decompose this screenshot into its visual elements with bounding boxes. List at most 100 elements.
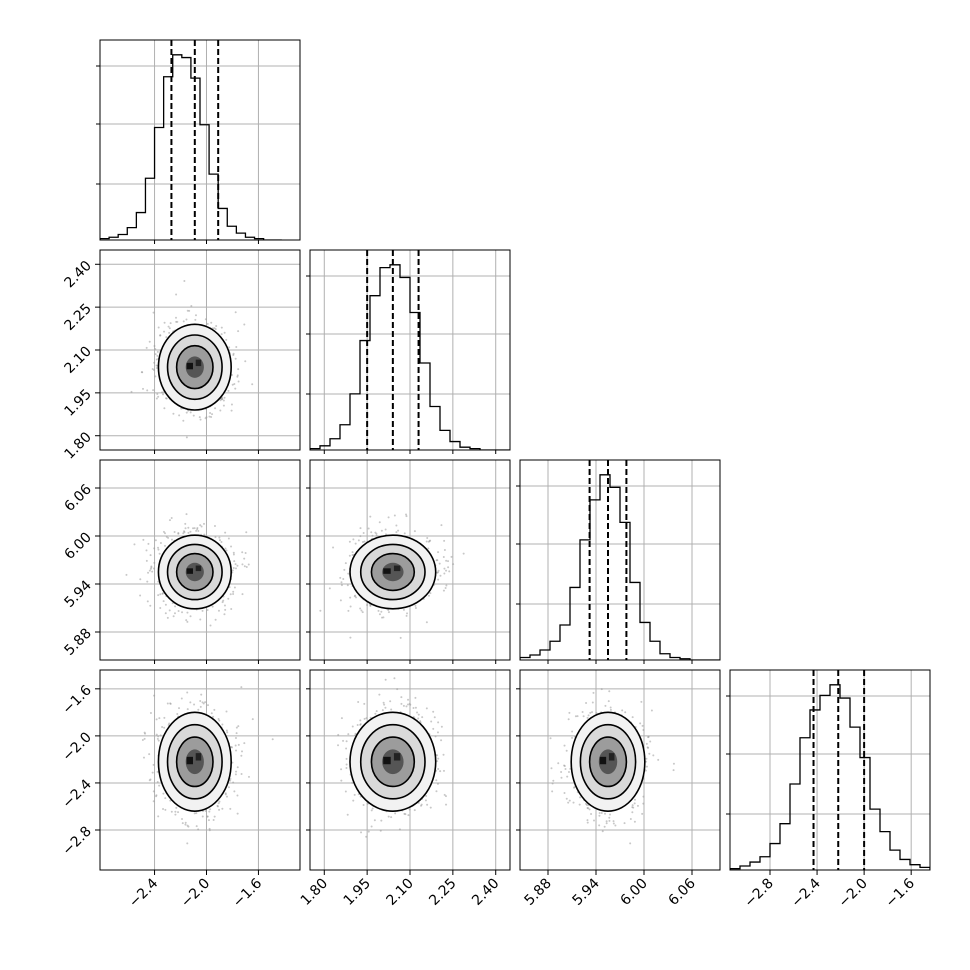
sample-point bbox=[439, 574, 442, 577]
sample-point bbox=[220, 333, 223, 336]
x-tick-label: 2.40 bbox=[469, 876, 502, 909]
sample-point bbox=[377, 609, 380, 612]
sample-point bbox=[604, 812, 607, 815]
sample-point bbox=[229, 807, 232, 810]
x-tick-label: −1.6 bbox=[230, 875, 265, 910]
sample-point bbox=[225, 549, 228, 552]
sample-point bbox=[214, 618, 217, 621]
sample-point bbox=[450, 555, 453, 558]
sample-point bbox=[344, 790, 347, 793]
sample-point bbox=[198, 416, 201, 419]
sample-point bbox=[207, 819, 210, 822]
sample-point bbox=[181, 611, 184, 614]
sample-point bbox=[425, 540, 428, 543]
sample-point bbox=[194, 318, 197, 321]
sample-point bbox=[156, 737, 159, 740]
sample-point bbox=[566, 775, 569, 778]
sample-point bbox=[439, 770, 442, 773]
sample-point bbox=[605, 822, 608, 825]
sample-point bbox=[187, 526, 190, 529]
contour-line bbox=[157, 323, 232, 411]
sample-point bbox=[197, 708, 200, 711]
density-peak bbox=[195, 565, 202, 572]
contour-line bbox=[157, 534, 232, 610]
sample-point bbox=[186, 824, 189, 827]
sample-point bbox=[240, 754, 243, 757]
contour-line bbox=[359, 723, 426, 800]
sample-point bbox=[462, 552, 465, 555]
sample-point bbox=[157, 815, 160, 818]
sample-point bbox=[170, 538, 173, 541]
x-tick-label: 2.25 bbox=[426, 876, 459, 909]
sample-point bbox=[204, 318, 207, 321]
sample-point bbox=[425, 621, 428, 624]
sample-point bbox=[351, 781, 354, 784]
sample-point bbox=[442, 589, 445, 592]
sample-point bbox=[271, 738, 274, 741]
sample-point bbox=[185, 411, 188, 414]
sample-point bbox=[349, 605, 352, 608]
sample-point bbox=[396, 688, 399, 691]
sample-point bbox=[197, 828, 200, 831]
sample-point bbox=[222, 399, 225, 402]
sample-point bbox=[375, 534, 378, 537]
sample-point bbox=[192, 527, 195, 530]
sample-point bbox=[221, 723, 224, 726]
sample-point bbox=[217, 609, 220, 612]
sample-point bbox=[168, 609, 171, 612]
panel-frame bbox=[519, 459, 721, 661]
sample-point bbox=[247, 775, 250, 778]
sample-point bbox=[190, 305, 193, 308]
sample-point bbox=[378, 521, 381, 524]
sample-point bbox=[609, 708, 612, 711]
sample-point bbox=[374, 712, 377, 715]
sample-point bbox=[159, 541, 162, 544]
sample-point bbox=[408, 808, 411, 811]
sample-point bbox=[399, 636, 402, 639]
sample-point bbox=[367, 527, 370, 530]
sample-point bbox=[172, 615, 175, 618]
sample-point bbox=[241, 593, 244, 596]
sample-point bbox=[240, 686, 243, 689]
sample-point bbox=[430, 720, 433, 723]
panel-2-2 bbox=[516, 459, 721, 664]
density-peak bbox=[195, 753, 202, 761]
sample-point bbox=[380, 610, 383, 613]
sample-point bbox=[161, 726, 164, 729]
sample-point bbox=[365, 717, 368, 720]
sample-point bbox=[234, 311, 237, 314]
sample-point bbox=[234, 357, 237, 360]
sample-point bbox=[208, 810, 211, 813]
sample-point bbox=[245, 565, 248, 568]
sample-point bbox=[232, 567, 235, 570]
sample-point bbox=[192, 414, 195, 417]
sample-point bbox=[219, 399, 222, 402]
sample-point bbox=[186, 842, 189, 845]
sample-point bbox=[161, 592, 164, 595]
sample-point bbox=[201, 609, 204, 612]
sample-point bbox=[244, 360, 247, 363]
sample-point bbox=[398, 828, 401, 831]
sample-point bbox=[440, 524, 443, 527]
sample-point bbox=[551, 782, 554, 785]
sample-point bbox=[159, 334, 162, 337]
sample-point bbox=[589, 711, 592, 714]
sample-point bbox=[168, 331, 171, 334]
y-tick-label: 5.88 bbox=[61, 626, 94, 659]
sample-point bbox=[413, 809, 416, 812]
sample-point bbox=[157, 326, 160, 329]
sample-point bbox=[189, 615, 192, 618]
sample-point bbox=[371, 534, 374, 537]
sample-point bbox=[155, 795, 158, 798]
sample-point bbox=[185, 436, 188, 439]
sample-point bbox=[151, 771, 154, 774]
sample-point bbox=[641, 812, 644, 815]
sample-point bbox=[234, 567, 237, 570]
sample-point bbox=[406, 703, 409, 706]
sample-point bbox=[186, 691, 189, 694]
sample-point bbox=[143, 737, 146, 740]
sample-point bbox=[153, 547, 156, 550]
sample-point bbox=[440, 739, 443, 742]
sample-point bbox=[351, 553, 354, 556]
